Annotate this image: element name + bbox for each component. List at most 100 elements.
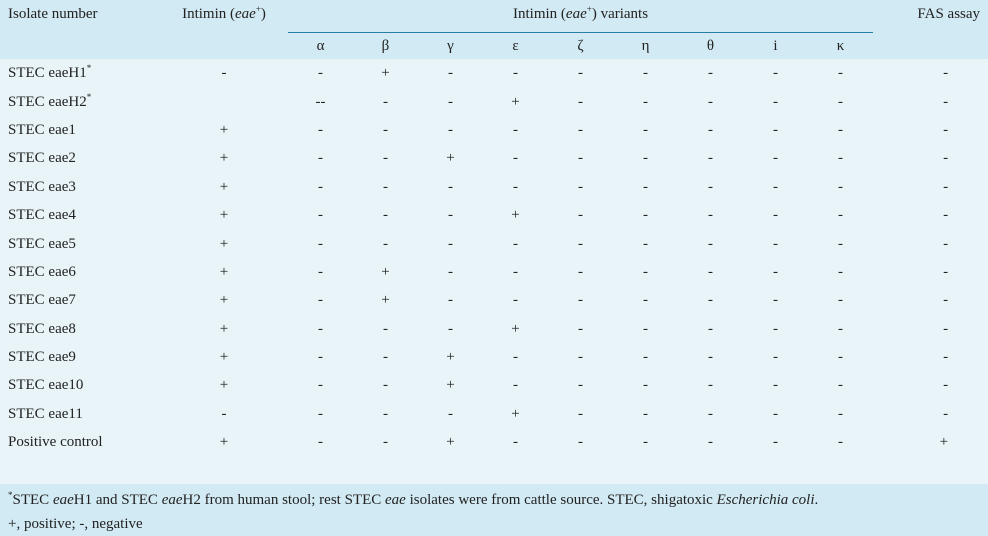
variant-cell: - bbox=[578, 434, 583, 451]
isolate-name: STEC eae10 bbox=[8, 377, 84, 394]
variant-cell: + bbox=[446, 349, 455, 366]
fas-assay-cell: - bbox=[943, 377, 949, 394]
variant-cell: - bbox=[578, 178, 583, 195]
table-row: STEC eae8 + - - - + - - - - - - bbox=[0, 315, 988, 343]
isolate-name: Positive control bbox=[8, 434, 103, 451]
intimin-cell: + bbox=[219, 349, 229, 366]
variant-cell: - bbox=[838, 320, 844, 337]
table-row: STEC eae4 + - - - + - - - - - - bbox=[0, 201, 988, 229]
variant-cell: + bbox=[446, 377, 455, 394]
variant-cell: - bbox=[773, 235, 778, 252]
variant-cell: - bbox=[448, 178, 453, 195]
intimin-cell: + bbox=[219, 377, 229, 394]
variant-cell: + bbox=[511, 207, 520, 224]
variant-cell: - bbox=[383, 207, 388, 224]
variant-cell: - bbox=[513, 434, 518, 451]
variant-cell: - bbox=[643, 405, 648, 422]
variant-header: β bbox=[381, 38, 390, 54]
variant-cell: - bbox=[578, 150, 583, 167]
isolate-name-cell: STEC eaeH2* bbox=[0, 87, 160, 115]
variant-cell: - bbox=[578, 349, 583, 366]
footnote-line-2: +, positive; -, negative bbox=[8, 516, 143, 532]
intimin-cell: + bbox=[219, 121, 229, 138]
variant-cell: - bbox=[773, 405, 778, 422]
isolate-name: STEC eae4 bbox=[8, 207, 76, 224]
fas-assay-cell: - bbox=[943, 320, 949, 337]
table-row: STEC eae2 + - - + - - - - - - - bbox=[0, 144, 988, 172]
header-intimin-variants: Intimin (eae+) variants bbox=[288, 0, 874, 33]
variant-cell: - bbox=[578, 263, 583, 280]
variant-cell: - bbox=[383, 235, 388, 252]
isolate-name: STEC eae7 bbox=[8, 292, 76, 309]
variant-cell: - bbox=[838, 434, 844, 451]
variant-cell: - bbox=[578, 65, 583, 82]
variant-cell: - bbox=[708, 320, 713, 337]
variant-cell: - bbox=[448, 207, 453, 224]
isolate-table: Isolate number Intimin (eae+) Intimin (e… bbox=[0, 0, 988, 482]
variant-cell: - bbox=[773, 150, 778, 167]
intimin-cell: + bbox=[219, 320, 229, 337]
isolate-name: STEC eae11 bbox=[8, 405, 83, 422]
variant-cell: + bbox=[511, 320, 520, 337]
variant-cell: - bbox=[708, 434, 713, 451]
isolate-name-cell: STEC eae9 bbox=[0, 343, 160, 371]
variant-header: ε bbox=[512, 38, 519, 54]
fas-assay-cell: - bbox=[943, 235, 949, 252]
variant-cell: - bbox=[643, 121, 648, 138]
variant-cell: - bbox=[643, 93, 648, 110]
intimin-cell: + bbox=[219, 207, 229, 224]
variant-cell: - bbox=[708, 235, 713, 252]
variant-cell: - bbox=[383, 178, 388, 195]
variant-cell: - bbox=[773, 377, 778, 394]
variant-cell: - bbox=[838, 235, 844, 252]
variant-cell: - bbox=[643, 349, 648, 366]
variant-cell: - bbox=[838, 65, 844, 82]
isolate-name-cell: STEC eae8 bbox=[0, 315, 160, 343]
variant-cell: - bbox=[708, 65, 713, 82]
fas-assay-cell: - bbox=[943, 349, 949, 366]
table-row: STEC eae11 - - - - + - - - - - - bbox=[0, 400, 988, 428]
fas-assay-cell: - bbox=[943, 405, 949, 422]
variant-cell: - bbox=[578, 292, 583, 309]
variant-cell: - bbox=[513, 178, 518, 195]
variant-cell: - bbox=[318, 320, 323, 337]
variant-cell: - bbox=[513, 377, 518, 394]
variant-cell: - bbox=[643, 263, 648, 280]
isolate-name: STEC eaeH2 bbox=[8, 93, 87, 110]
variant-cell: - bbox=[448, 405, 453, 422]
fas-assay-cell: + bbox=[939, 434, 949, 451]
fas-assay-cell: - bbox=[943, 178, 949, 195]
variant-cell: - bbox=[708, 405, 713, 422]
variant-cell: - bbox=[838, 207, 844, 224]
table-row: STEC eaeH2* -- - - + - - - - - - bbox=[0, 87, 988, 115]
isolate-name-cell: Positive control bbox=[0, 428, 160, 482]
table-row: STEC eaeH1* - - + - - - - - - - - bbox=[0, 59, 988, 87]
table-row: STEC eae3 + - - - - - - - - - - bbox=[0, 173, 988, 201]
isolate-name-cell: STEC eaeH1* bbox=[0, 59, 160, 87]
variant-cell: - bbox=[513, 349, 518, 366]
variant-cell: - bbox=[513, 150, 518, 167]
intimin-cell bbox=[160, 87, 288, 115]
variant-cell: - bbox=[383, 93, 388, 110]
variant-cell: - bbox=[448, 235, 453, 252]
variant-cell: - bbox=[578, 235, 583, 252]
variant-cell: - bbox=[838, 263, 844, 280]
variant-cell: - bbox=[513, 121, 518, 138]
variant-cell: - bbox=[643, 320, 648, 337]
variant-cell: - bbox=[838, 349, 844, 366]
variant-cell: - bbox=[773, 65, 778, 82]
variant-cell: - bbox=[318, 263, 323, 280]
table-row: STEC eae10 + - - + - - - - - - - bbox=[0, 371, 988, 399]
variant-cell: - bbox=[643, 235, 648, 252]
variant-cell: - bbox=[448, 263, 453, 280]
variant-cell: - bbox=[578, 377, 583, 394]
variant-cell: - bbox=[448, 93, 453, 110]
variant-cell: - bbox=[838, 377, 844, 394]
variant-cell: + bbox=[381, 292, 390, 309]
header-intimin: Intimin (eae+) bbox=[182, 4, 266, 23]
variant-cell: - bbox=[513, 263, 518, 280]
variant-cell: - bbox=[838, 93, 844, 110]
variant-cell: - bbox=[578, 93, 583, 110]
variant-cell: + bbox=[381, 65, 390, 82]
variant-cell: - bbox=[513, 235, 518, 252]
